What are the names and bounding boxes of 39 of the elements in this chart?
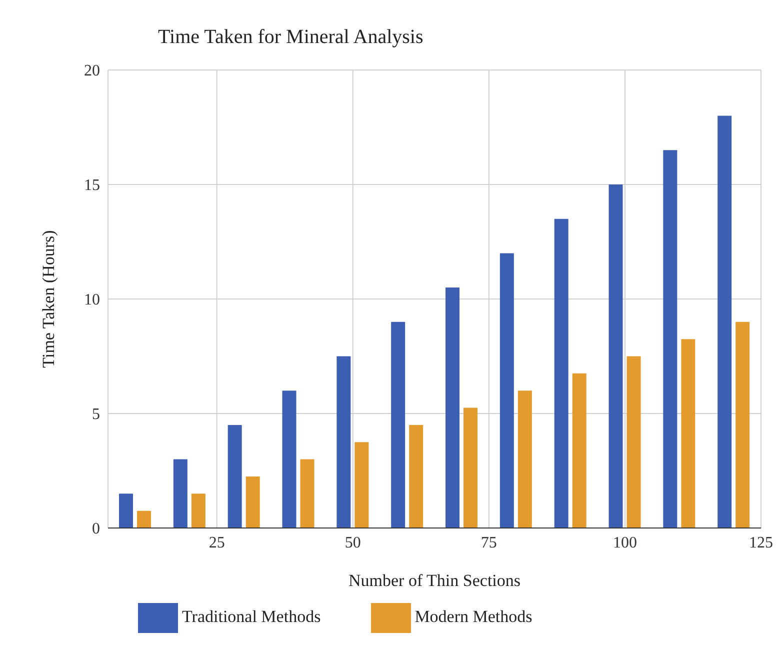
bar [173,459,188,528]
x-tick-label: 50 [344,534,361,552]
y-tick-label: 5 [92,406,100,424]
x-tick-label: 75 [480,534,497,552]
y-tick-label: 20 [84,62,100,80]
legend-label: Modern Methods [414,606,532,626]
bar [282,390,296,528]
bar [191,494,206,528]
x-tick-label: 100 [612,534,637,552]
x-tick-label: 25 [208,534,225,552]
bar [119,494,133,528]
bar [518,390,532,528]
bar [681,339,696,528]
bar [608,184,623,528]
bar [572,373,586,528]
bar [554,218,568,528]
bar [736,322,750,528]
x-axis-title: Number of Thin Sections [348,571,521,590]
bar [409,424,424,528]
bar [228,424,242,528]
y-tick-label: 15 [84,177,100,194]
bar [500,253,514,528]
bar [246,476,260,528]
bar [446,288,460,528]
y-tick-label: 0 [92,520,100,538]
legend-label: Traditional Methods [182,606,321,626]
bar [354,442,369,528]
bar [137,510,151,528]
y-tick-label: 10 [84,292,100,309]
bar [336,356,351,528]
x-tick-label: 125 [749,534,773,552]
chart-title: Time Taken for Mineral Analysis [158,26,424,49]
bar [464,408,478,528]
bar [391,322,406,528]
y-axis-title: Time Taken (Hours) [39,230,58,368]
bar [300,459,314,528]
bar [663,150,678,528]
bar [626,356,641,528]
bar [718,116,732,528]
